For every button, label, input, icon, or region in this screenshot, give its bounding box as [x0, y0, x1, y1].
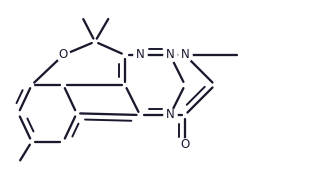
Text: O: O: [180, 138, 190, 151]
Text: N: N: [166, 48, 174, 62]
Text: O: O: [59, 48, 68, 62]
Text: N: N: [166, 109, 174, 122]
Text: N: N: [135, 48, 144, 62]
Text: N: N: [181, 48, 190, 62]
